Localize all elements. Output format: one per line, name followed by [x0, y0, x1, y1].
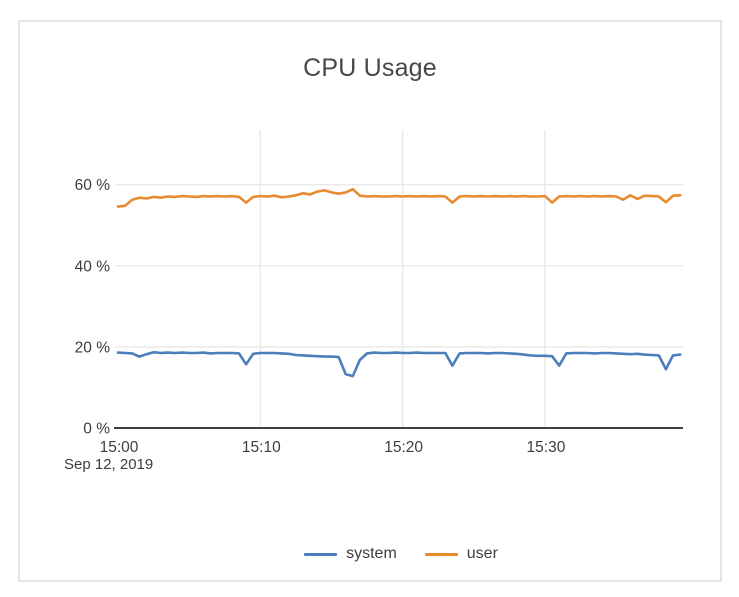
y-tick-label: 20 % [75, 339, 111, 356]
y-tick-label: 60 % [75, 177, 111, 194]
y-tick-label: 40 % [75, 258, 111, 275]
series-line-user [116, 187, 682, 208]
chart-title: CPU Usage [303, 54, 437, 82]
legend-label-user: user [466, 545, 498, 562]
series-line-system [116, 350, 682, 378]
x-tick-label: 15:20 [384, 439, 423, 456]
x-axis-date-label: Sep 12, 2019 [64, 456, 154, 473]
legend-swatch-user [424, 552, 458, 556]
x-tick-label: 15:30 [527, 439, 566, 456]
legend-label-system: system [346, 545, 397, 562]
legend-item-system: system [304, 545, 397, 563]
y-tick-label: 0 % [83, 421, 110, 438]
chart-card: CPU Usage [18, 20, 722, 582]
legend-item-user: user [424, 545, 498, 563]
x-tick-label: 15:10 [242, 439, 281, 456]
chart-legend: system user [118, 545, 684, 563]
x-tick-label: 15:00 [100, 439, 139, 456]
legend-swatch-system [304, 552, 338, 556]
